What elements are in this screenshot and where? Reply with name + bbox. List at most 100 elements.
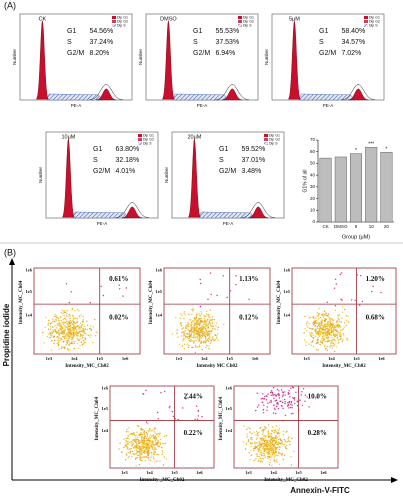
dot: [195, 315, 198, 317]
dot: [285, 447, 287, 449]
dot: [205, 321, 207, 323]
dot: [141, 442, 144, 444]
dot: [135, 449, 138, 451]
dot: [145, 421, 148, 423]
dot: [191, 320, 194, 322]
dot: [143, 442, 145, 445]
x-axis-label: PE-A: [223, 221, 234, 226]
dot: [53, 342, 55, 345]
dot: [177, 418, 179, 421]
dot: [92, 341, 94, 344]
dot: [159, 460, 161, 462]
phase-value: 37.24%: [89, 39, 113, 46]
dot: [260, 398, 263, 400]
dot: [309, 327, 311, 330]
dot: [71, 337, 74, 339]
dot: [275, 405, 278, 408]
dot: [267, 424, 270, 426]
dot: [317, 315, 319, 317]
x-tick-label: 1e5: [295, 470, 302, 475]
quadrant-value: 1.20%: [366, 275, 385, 283]
dot: [306, 330, 308, 332]
dot: [319, 322, 322, 325]
dot: [268, 450, 270, 453]
dot: [210, 324, 212, 327]
dot: [249, 431, 251, 433]
dot: [202, 321, 204, 323]
dot: [267, 433, 269, 435]
phase-label: G1: [67, 28, 76, 35]
dot: [270, 434, 272, 437]
dot: [57, 324, 59, 326]
dot: [327, 333, 330, 335]
dot: [316, 338, 318, 340]
dot: [127, 456, 129, 459]
dot: [160, 392, 162, 394]
dot: [67, 349, 70, 351]
dot: [148, 456, 150, 459]
dot: [191, 313, 193, 316]
dot: [329, 346, 331, 348]
dot: [67, 333, 69, 335]
dot: [277, 393, 279, 395]
x-tick-label: 10: [369, 224, 375, 229]
dot: [80, 330, 83, 333]
dot: [142, 393, 144, 395]
dot: [51, 332, 54, 334]
dot: [154, 432, 156, 434]
dot: [256, 392, 258, 394]
dot: [54, 325, 56, 327]
dot: [267, 434, 269, 436]
dot: [127, 443, 129, 446]
dot: [100, 285, 102, 288]
quadrant-value: 0.68%: [366, 313, 385, 321]
dot: [279, 442, 281, 445]
dot: [72, 341, 74, 343]
dot: [258, 441, 260, 444]
dot: [260, 445, 263, 447]
dot: [320, 328, 322, 330]
dot: [76, 321, 78, 324]
dot: [126, 447, 128, 449]
dot: [329, 320, 332, 322]
dot: [278, 390, 280, 392]
dot: [181, 314, 183, 316]
dot: [49, 322, 52, 325]
dot: [243, 425, 245, 427]
dot: [141, 459, 143, 462]
dot: [187, 323, 189, 326]
dot: [183, 331, 185, 333]
dot: [145, 455, 147, 457]
dot: [64, 336, 66, 338]
dot: [209, 323, 212, 325]
dot: [310, 341, 312, 344]
dot: [187, 328, 189, 330]
dot: [200, 330, 202, 333]
dot: [324, 319, 327, 321]
dot: [194, 351, 197, 354]
dot: [157, 445, 159, 447]
dot: [330, 340, 333, 342]
dot: [282, 391, 284, 393]
dot: [204, 341, 206, 343]
dot: [143, 439, 145, 441]
dot: [268, 435, 270, 437]
dot: [152, 448, 154, 451]
dot: [246, 428, 248, 431]
dot: [263, 444, 265, 447]
dot: [196, 418, 199, 420]
s-phase: [298, 93, 356, 101]
x-tick-label: 1e5: [353, 356, 360, 361]
dot: [193, 331, 196, 334]
dot: [61, 338, 63, 341]
dot: [250, 454, 252, 456]
dot: [123, 438, 125, 440]
dot: [63, 340, 65, 342]
dot: [44, 326, 46, 329]
dot: [131, 455, 133, 458]
dot: [312, 334, 314, 336]
dot: [329, 325, 331, 328]
dot: [58, 337, 60, 339]
dot: [188, 325, 190, 328]
dot: [290, 456, 292, 458]
